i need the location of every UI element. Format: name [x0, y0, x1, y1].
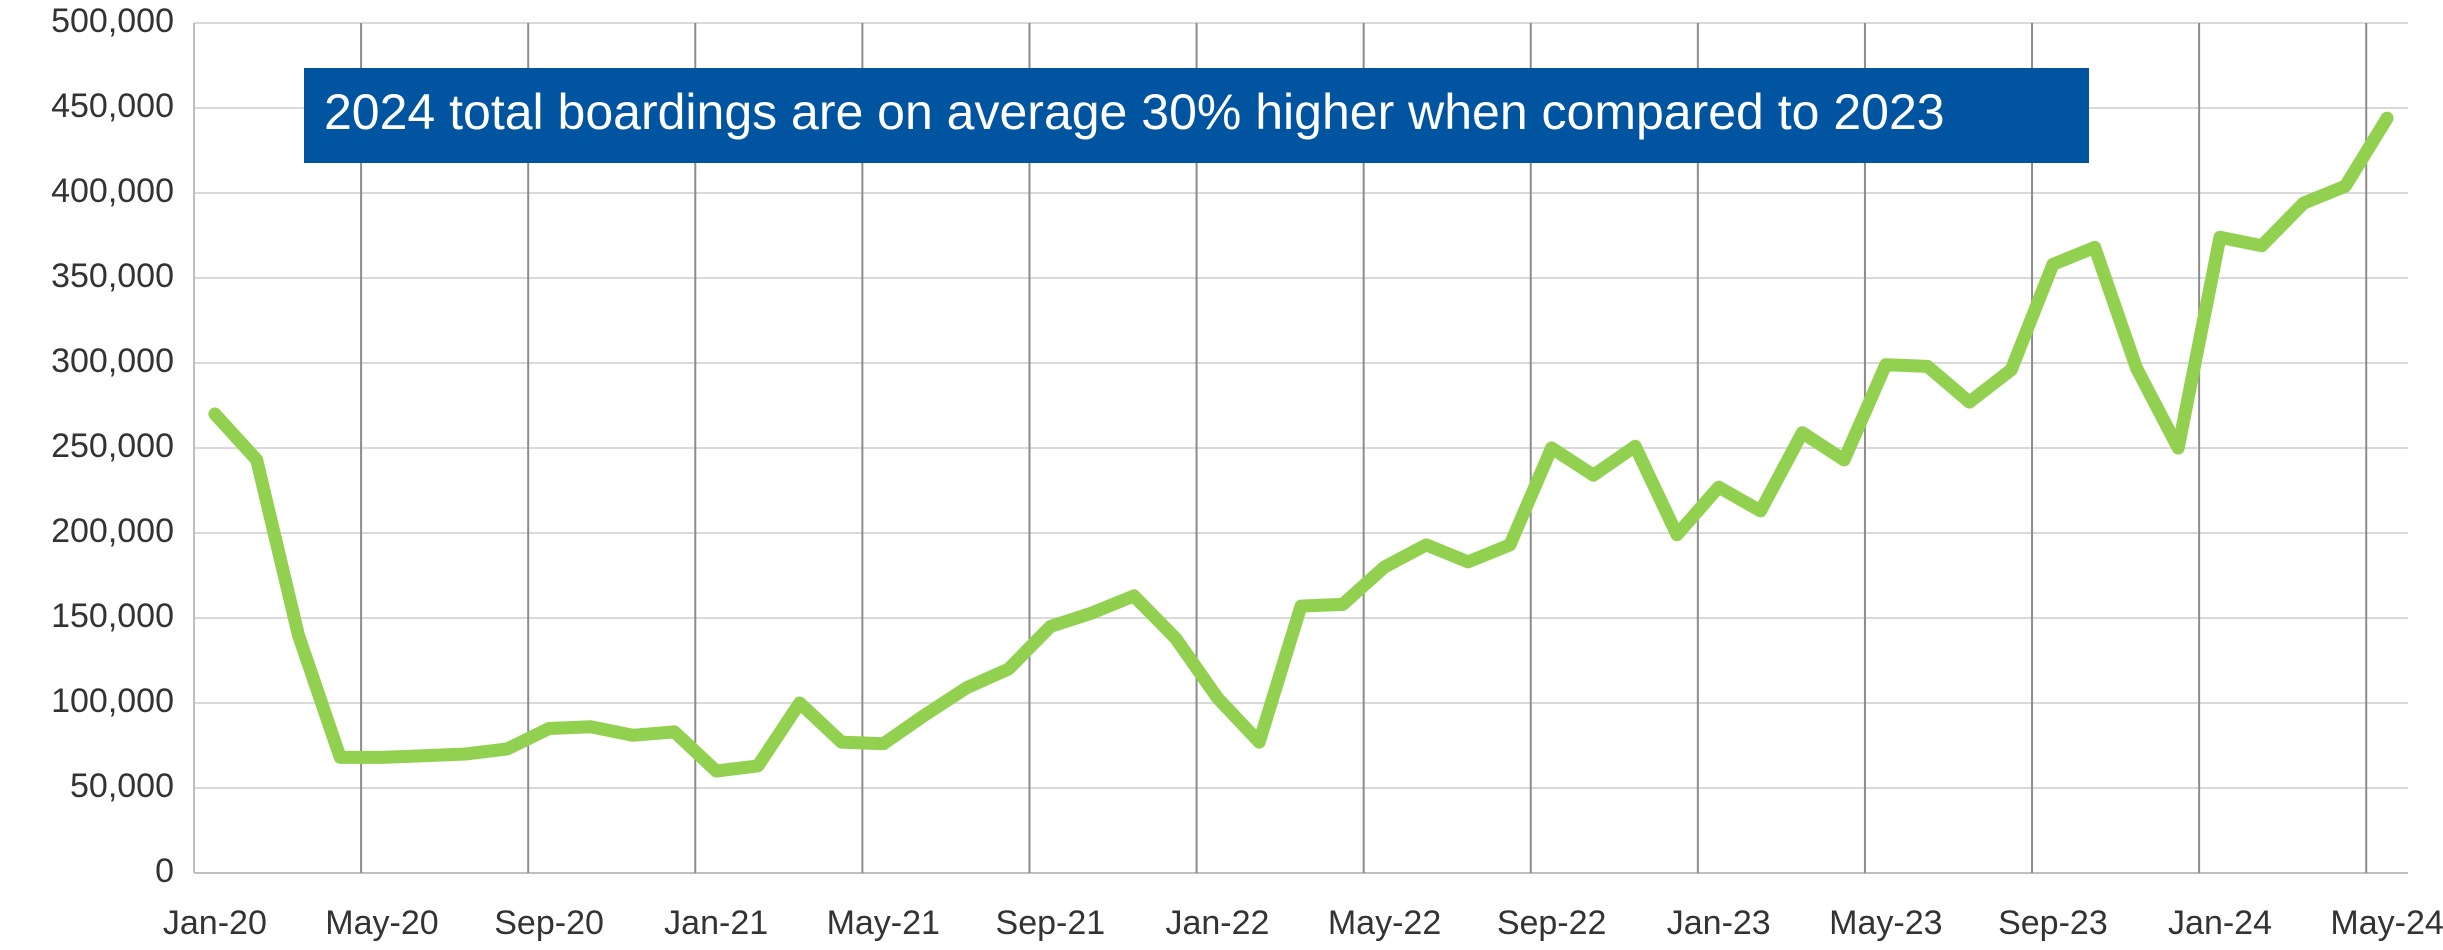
x-tick-label: May-20: [325, 904, 438, 942]
annotation: 2024 total boardings are on average 30% …: [324, 84, 1945, 140]
y-tick-label: 500,000: [51, 2, 174, 40]
y-tick-label: 400,000: [51, 172, 174, 210]
x-tick-label: Sep-23: [1998, 904, 2108, 942]
x-tick-label: Jan-23: [1667, 904, 1771, 942]
x-tick-label: Jan-20: [163, 904, 267, 942]
y-tick-label: 450,000: [51, 87, 174, 125]
x-tick-label: Jan-22: [1165, 904, 1269, 942]
x-tick-label: Jan-21: [664, 904, 768, 942]
y-tick-label: 200,000: [51, 512, 174, 550]
y-tick-label: 300,000: [51, 342, 174, 380]
x-tick-label: May-22: [1328, 904, 1441, 942]
y-tick-label: 50,000: [70, 767, 174, 805]
x-tick-label: Sep-22: [1497, 904, 1607, 942]
x-tick-label: May-24: [2330, 904, 2443, 942]
y-tick-label: 150,000: [51, 597, 174, 635]
line: [208, 111, 2394, 778]
y-tick-label: 0: [155, 852, 174, 890]
x-tick-label: Sep-21: [996, 904, 1106, 942]
x-tick-label: May-21: [827, 904, 940, 942]
x-tick-label: Jan-24: [2168, 904, 2272, 942]
x-tick-label: Sep-20: [494, 904, 604, 942]
x-tick-label: May-23: [1829, 904, 1942, 942]
y-tick-label: 100,000: [51, 682, 174, 720]
y-tick-label: 250,000: [51, 427, 174, 465]
annotation-box: [304, 68, 2089, 163]
grid: [193, 22, 2408, 874]
y-tick-label: 350,000: [51, 257, 174, 295]
